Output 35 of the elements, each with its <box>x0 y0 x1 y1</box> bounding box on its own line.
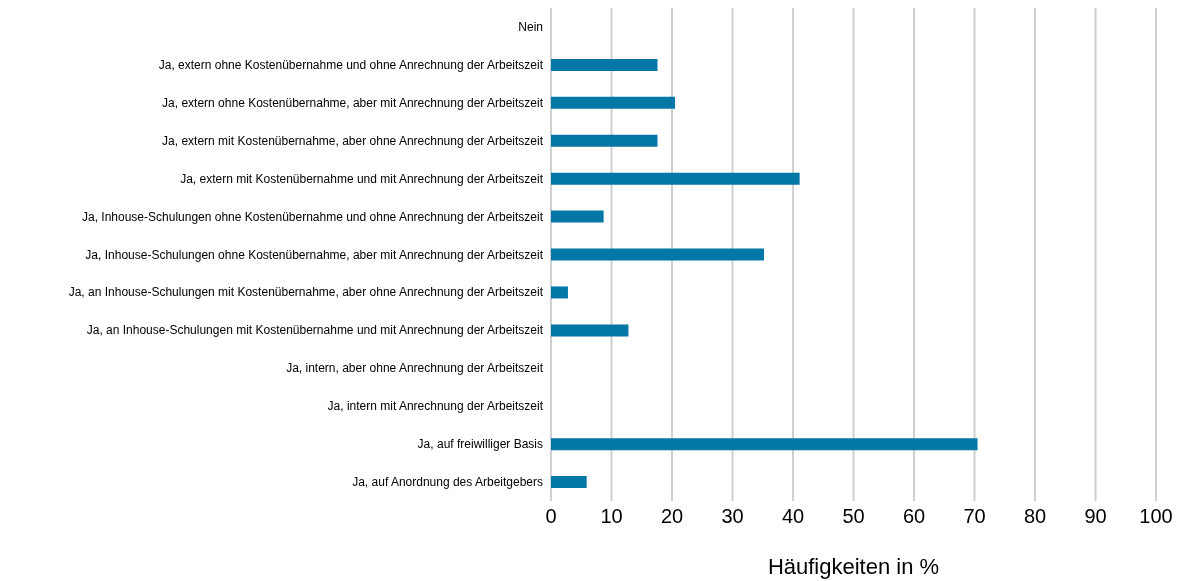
x-tick-label: 50 <box>842 505 865 528</box>
y-tick-label: Ja, extern ohne Kostenübernahme und ohne Anrechnung der Arbeitszeit <box>158 57 544 72</box>
x-tick-label: 10 <box>600 505 623 528</box>
bar <box>551 172 800 185</box>
y-tick-label: Ja, intern mit Anrechnung der Arbeitszeit <box>327 399 544 414</box>
y-tick-label: Ja, auf freiwilliger Basis <box>417 437 543 452</box>
x-tick-label: 20 <box>660 505 684 528</box>
x-tick-label: 80 <box>1023 505 1047 528</box>
y-tick-label: Ja, intern, aber ohne Anrechnung der Arbeitszeit <box>286 361 544 376</box>
y-tick-label: Nein <box>518 19 543 34</box>
y-tick-label: Ja, an Inhouse-Schulungen mit Kostenübernahme und mit Anrechnung der Arbeitszeit <box>86 323 544 338</box>
y-tick-label: Ja, extern mit Kostenübernahme, aber ohne Anrechnung der Arbeitszeit <box>162 133 544 148</box>
x-axis-title: Häufigkeiten in % <box>767 554 940 579</box>
bar <box>551 96 676 109</box>
y-tick-label: Ja, extern ohne Kostenübernahme, aber mit Anrechnung der Arbeitszeit <box>162 95 544 110</box>
bar <box>551 324 629 337</box>
bar <box>551 58 658 71</box>
x-tick-label: 100 <box>1139 505 1173 528</box>
bar <box>551 210 604 223</box>
y-tick-label: Ja, Inhouse-Schulungen ohne Kostenübernahme und ohne Anrechnung der Arbeitszeit <box>81 209 544 224</box>
x-tick-label: 60 <box>902 505 926 528</box>
bar <box>551 286 568 299</box>
y-tick-label: Ja, auf Anordnung des Arbeitgebers <box>352 475 543 490</box>
bar <box>551 438 978 451</box>
y-tick-label: Ja, extern mit Kostenübernahme und mit Anrechnung der Arbeitszeit <box>180 171 544 186</box>
x-tick-label: 40 <box>781 505 805 528</box>
bar <box>551 476 587 489</box>
x-tick-label: 90 <box>1084 505 1107 528</box>
bar <box>551 134 658 147</box>
x-tick-label: 0 <box>545 505 557 528</box>
x-tick-label: 30 <box>721 505 744 528</box>
x-tick-label: 70 <box>963 505 986 528</box>
y-tick-label: Ja, an Inhouse-Schulungen mit Kostenübernahme, aber ohne Anrechnung der Arbeitszeit <box>68 285 544 300</box>
y-tick-label: Ja, Inhouse-Schulungen ohne Kostenübernahme, aber mit Anrechnung der Arbeitszeit <box>85 247 544 262</box>
bar <box>551 248 764 261</box>
